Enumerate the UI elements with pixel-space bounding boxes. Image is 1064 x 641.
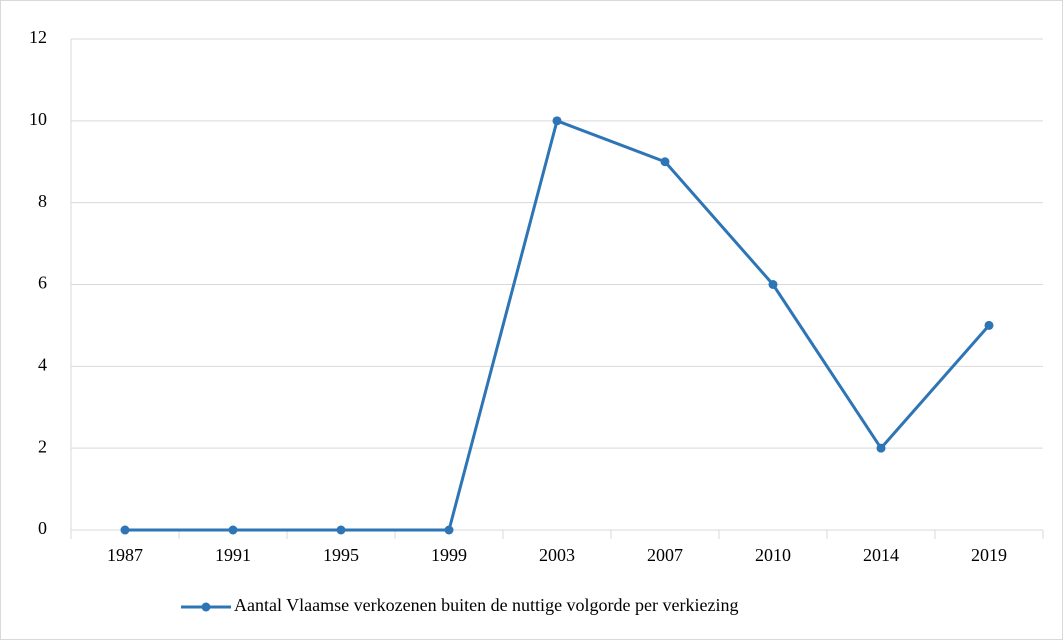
point [336, 525, 346, 535]
x-tick-label: 2010 [755, 545, 791, 565]
point [660, 157, 670, 167]
y-tick-label: 10 [29, 109, 47, 129]
x-tick-label: 2019 [971, 545, 1007, 565]
y-tick-label: 4 [38, 354, 47, 374]
y-tick-label: 0 [38, 518, 47, 538]
x-tick-label: 2007 [647, 545, 683, 565]
x-tick-label: 2014 [863, 545, 899, 565]
point [984, 320, 994, 330]
y-tick-label: 2 [38, 436, 47, 456]
y-tick-label: 8 [38, 191, 47, 211]
point [444, 525, 454, 535]
legend-label: Aantal Vlaamse verkozenen buiten de nutt… [234, 595, 738, 615]
x-tick-label: 1999 [431, 545, 467, 565]
legend-marker [201, 602, 211, 612]
x-tick-label: 1995 [323, 545, 359, 565]
x-tick-label: 2003 [539, 545, 575, 565]
point [876, 443, 886, 453]
point [120, 525, 130, 535]
point [228, 525, 238, 535]
x-tick-label: 1991 [215, 545, 251, 565]
y-tick-label: 12 [29, 27, 47, 47]
point [768, 280, 778, 289]
x-tick-label: 1987 [107, 545, 143, 565]
y-tick-label: 6 [38, 273, 47, 293]
point [552, 116, 562, 126]
